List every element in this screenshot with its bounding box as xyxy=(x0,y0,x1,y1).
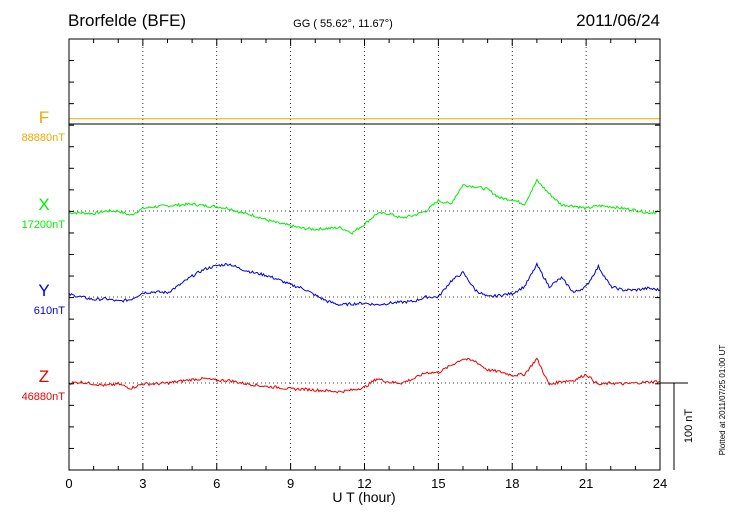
x-tick-label: 15 xyxy=(431,476,445,491)
x-tick-label: 6 xyxy=(213,476,220,491)
plot-date: 2011/06/24 xyxy=(576,11,660,30)
x-tick-label: 21 xyxy=(579,476,593,491)
component-baselines xyxy=(69,123,660,384)
component-z-label: Z xyxy=(39,367,49,386)
component-x-baseline-value: 17200nT xyxy=(22,219,66,231)
component-f-label: F xyxy=(39,108,49,127)
axis-ticks xyxy=(68,39,661,470)
series-z-line xyxy=(68,357,661,394)
x-tick-labels: 0 3 6 9 12 15 18 21 24 xyxy=(65,476,667,491)
plotted-timestamp: Plotted at 2011/07/25 01:00 UT xyxy=(718,345,727,456)
x-tick-label: 0 xyxy=(65,476,72,491)
component-f-baseline-value: 88880nT xyxy=(22,132,66,144)
series-y-line xyxy=(68,261,661,307)
component-z-baseline-value: 46880nT xyxy=(22,391,66,403)
x-tick-label: 24 xyxy=(653,476,667,491)
x-tick-label: 18 xyxy=(505,476,519,491)
component-y-baseline-value: 610nT xyxy=(34,305,65,317)
station-title: Brorfelde (BFE) xyxy=(68,11,186,30)
component-labels: F 88880nT X 17200nT Y 610nT Z 46880nT xyxy=(22,108,66,403)
series-x-line xyxy=(68,178,661,235)
scale-bar-label: 100 nT xyxy=(683,409,695,444)
component-x-label: X xyxy=(38,195,49,214)
x-axis-label: U T (hour) xyxy=(332,489,395,505)
x-tick-label: 9 xyxy=(287,476,294,491)
gridlines xyxy=(142,39,587,470)
component-y-label: Y xyxy=(38,281,49,300)
station-coords: GG ( 55.62°, 11.67°) xyxy=(293,18,393,30)
x-tick-label: 12 xyxy=(357,476,371,491)
series-lines xyxy=(68,118,661,394)
x-tick-label: 3 xyxy=(139,476,146,491)
scale-bar: 100 nT xyxy=(660,382,695,470)
